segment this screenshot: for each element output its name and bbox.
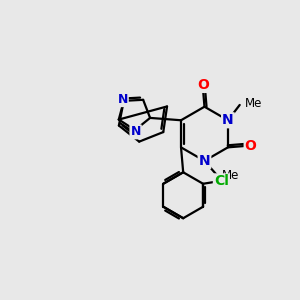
Text: N: N bbox=[130, 125, 141, 138]
Text: N: N bbox=[222, 113, 234, 127]
Text: Me: Me bbox=[245, 97, 262, 110]
Text: O: O bbox=[245, 139, 256, 153]
Text: Cl: Cl bbox=[214, 174, 229, 188]
Text: N: N bbox=[117, 93, 128, 106]
Text: O: O bbox=[197, 78, 208, 92]
Text: Me: Me bbox=[222, 169, 239, 182]
Text: N: N bbox=[199, 154, 210, 168]
